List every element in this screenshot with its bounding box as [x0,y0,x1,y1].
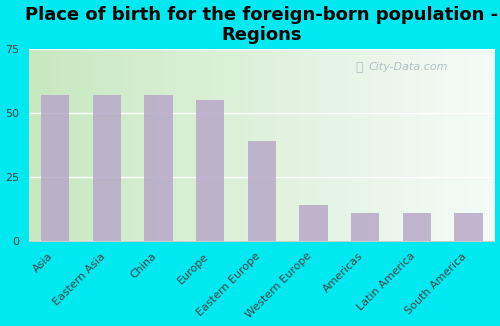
Bar [248,141,276,241]
Title: Place of birth for the foreign-born population -
Regions: Place of birth for the foreign-born popu… [26,6,498,44]
Bar [454,213,483,241]
Bar [41,95,70,241]
Bar [351,213,380,241]
Bar [92,95,121,241]
Bar [144,95,173,241]
Bar [196,100,224,241]
Bar [300,205,328,241]
Bar [402,213,431,241]
Text: City-Data.com: City-Data.com [369,62,448,72]
Text: ⦾: ⦾ [355,61,362,74]
